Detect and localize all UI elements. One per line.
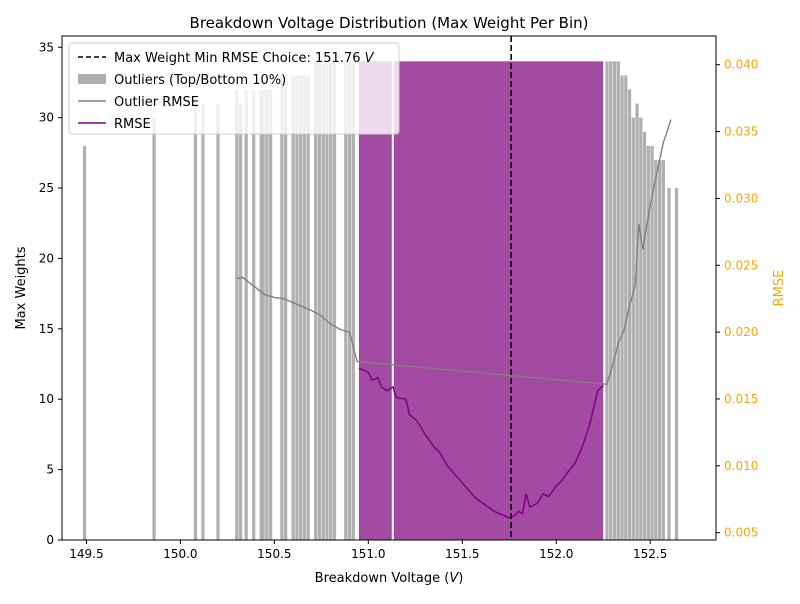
y2-tick-label: 0.010 (724, 459, 758, 473)
outlier-bar (82, 145, 87, 540)
outlier-bar (624, 75, 628, 540)
outlier-bar (252, 89, 256, 541)
y2-tick-label: 0.020 (724, 325, 758, 339)
y-tick-label: 30 (39, 111, 54, 125)
plot-area (82, 36, 679, 541)
y-axis-right: 0.005 0.010 0.015 0.020 0.025 0.030 0.035 0.040 (716, 58, 758, 540)
y2-tick-label: 0.030 (724, 191, 758, 205)
y-tick-label: 35 (39, 40, 54, 54)
outlier-bar (646, 145, 650, 540)
outlier-bar (667, 188, 671, 541)
outlier-bar (620, 75, 624, 540)
x-tick-label: 152.0 (539, 547, 573, 561)
outlier-bar (650, 145, 654, 540)
x-tick-label: 151.5 (445, 547, 479, 561)
outlier-bar (635, 103, 639, 541)
x-tick-label: 152.5 (633, 547, 667, 561)
x-tick-label: 150.0 (163, 547, 197, 561)
main-bar (358, 61, 392, 540)
legend: Max Weight Min RMSE Choice: 151.76 V Out… (68, 42, 400, 135)
outlier-bar (238, 103, 243, 541)
x-tick-label: 151.0 (351, 547, 385, 561)
outlier-bar (152, 117, 156, 541)
x-axis-label-close: ) (458, 571, 463, 586)
outlier-bar (605, 61, 609, 540)
y-tick-label: 15 (39, 322, 54, 336)
main-bar (393, 61, 604, 540)
outlier-bar (295, 75, 299, 540)
chart-title: Breakdown Voltage Distribution (Max Weig… (190, 14, 589, 32)
outlier-bar (627, 89, 632, 541)
y2-tick-label: 0.035 (724, 125, 758, 139)
outlier-bar (616, 61, 620, 540)
outlier-bar (265, 89, 269, 541)
outlier-bar (661, 159, 666, 540)
y-tick-label: 0 (46, 533, 54, 547)
outlier-bar (609, 61, 613, 540)
x-tick-label: 150.5 (257, 547, 291, 561)
x-axis-label-unit: V (449, 571, 459, 586)
x-axis-label: Breakdown Voltage (V) (315, 571, 464, 586)
y-axis-label: Max Weights (14, 246, 29, 329)
outlier-bar (299, 75, 303, 540)
rmse-line (358, 367, 604, 519)
y2-tick-label: 0.015 (724, 392, 758, 406)
legend-rmse-label: RMSE (114, 117, 151, 132)
outlier-bar (235, 89, 239, 541)
outlier-bar (631, 117, 635, 541)
y-axis-left: 0 5 10 15 20 25 30 35 (39, 40, 62, 547)
y2-tick-label: 0.025 (724, 258, 758, 272)
legend-vline-label: Max Weight Min RMSE Choice: 151.76 V (114, 51, 375, 66)
outlier-bar (314, 61, 318, 540)
outlier-bar (268, 89, 273, 541)
outlier-bar (351, 61, 355, 540)
x-axis-label-text: Breakdown Voltage ( (315, 571, 450, 586)
outlier-bar (317, 61, 322, 540)
y2-axis-label: RMSE (772, 270, 787, 307)
outlier-bar (674, 188, 679, 541)
outlier-bar (259, 89, 263, 541)
legend-outlier-rmse-label: Outlier RMSE (114, 95, 199, 110)
y2-tick-label: 0.005 (724, 526, 758, 540)
legend-vline-unit: V (365, 51, 375, 66)
outlier-rmse-line (236, 119, 672, 386)
outlier-bar (325, 61, 329, 540)
outlier-bar (244, 89, 248, 541)
y-tick-label: 10 (39, 392, 54, 406)
outlier-bar (321, 61, 325, 540)
outlier-bar (654, 159, 658, 540)
outlier-bar (347, 61, 352, 540)
legend-box (68, 42, 400, 135)
outlier-bar (639, 117, 643, 541)
y2-tick-label: 0.040 (724, 58, 758, 72)
outlier-bar (280, 75, 284, 540)
y-tick-label: 5 (46, 463, 54, 477)
outlier-bar (291, 75, 295, 540)
outlier-bar (344, 61, 348, 540)
outlier-bar (657, 159, 662, 540)
x-axis: 149.5 150.0 150.5 151.0 151.5 152.0 152.5 (69, 540, 667, 561)
outlier-bar (283, 75, 288, 540)
y-tick-label: 20 (39, 251, 54, 265)
outlier-bar (261, 89, 265, 541)
outlier-bar (332, 61, 337, 540)
outlier-bar (216, 103, 220, 541)
legend-outliers-label: Outliers (Top/Bottom 10%) (114, 73, 286, 88)
legend-vline-text: Max Weight Min RMSE Choice: 151.76 (114, 51, 365, 66)
outlier-bar (642, 131, 647, 540)
x-tick-label: 149.5 (69, 547, 103, 561)
outlier-bar (193, 103, 198, 541)
outlier-bar (201, 103, 205, 541)
outlier-bar (306, 75, 310, 540)
plot-frame (61, 35, 717, 541)
y-tick-label: 25 (39, 181, 54, 195)
outlier-bar (329, 61, 333, 540)
outlier-bar (612, 61, 617, 540)
legend-outliers-swatch (78, 74, 106, 84)
